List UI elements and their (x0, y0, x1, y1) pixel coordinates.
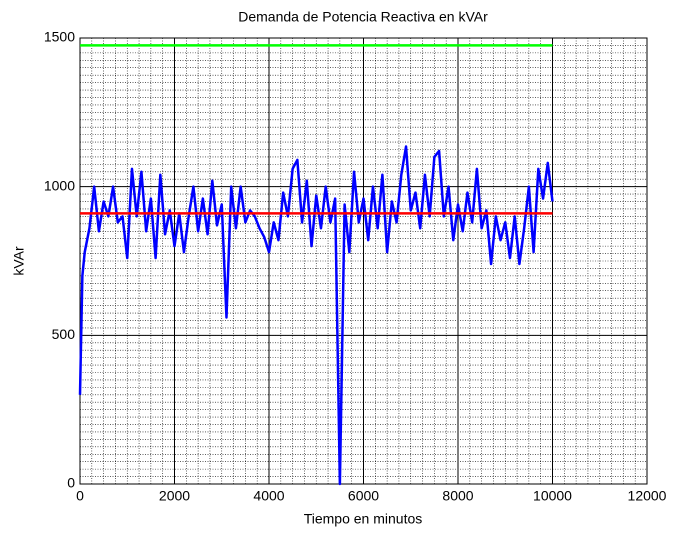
x-tick-label: 8000 (442, 488, 473, 504)
x-tick-label: 12000 (628, 488, 667, 504)
plot-frame (79, 37, 648, 485)
x-tick-label: 0 (76, 488, 84, 504)
y-tick-label: 500 (52, 326, 76, 342)
y-tick-label: 1500 (44, 29, 75, 45)
x-tick-label: 10000 (533, 488, 572, 504)
y-tick-label: 1000 (44, 177, 75, 193)
y-tick-label: 0 (67, 475, 75, 491)
x-tick-label: 4000 (253, 488, 284, 504)
chart-title: Demanda de Potencia Reactiva en kVAr (238, 9, 488, 25)
x-tick-label: 6000 (348, 488, 379, 504)
y-axis-label: kVAr (11, 246, 27, 276)
x-tick-label: 2000 (159, 488, 190, 504)
x-axis-label: Tiempo en minutos (304, 511, 423, 527)
